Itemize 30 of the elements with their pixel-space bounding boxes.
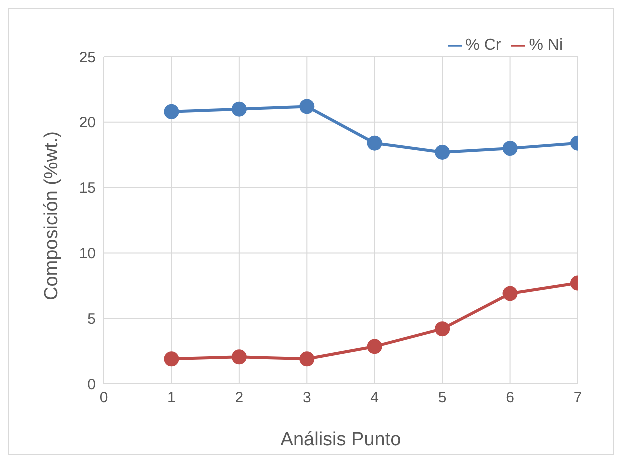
x-tick-label: 0: [100, 390, 108, 407]
x-tick-label: 7: [574, 390, 582, 407]
legend-label: % Cr: [466, 37, 502, 54]
point: [232, 350, 247, 365]
point: [164, 104, 180, 120]
y-tick-label: 25: [79, 49, 96, 66]
x-tick-label: 4: [370, 390, 380, 407]
y-tick-label: 10: [79, 246, 96, 263]
point: [232, 102, 247, 117]
point: [502, 286, 518, 302]
point: [300, 352, 315, 367]
point: [367, 339, 382, 354]
y-tick-label: 20: [79, 114, 96, 132]
y-axis-title: Composición (%wt.): [42, 132, 63, 300]
y-tick-label: 5: [88, 310, 96, 328]
point: [435, 322, 450, 337]
x-tick-label: 1: [168, 390, 176, 407]
point: [164, 352, 180, 367]
legend-label: % Ni: [529, 37, 563, 54]
x-tick-label: 6: [506, 390, 514, 407]
point: [367, 136, 382, 151]
point: [435, 144, 450, 160]
point: [300, 99, 315, 114]
x-tick-label: 2: [235, 390, 244, 407]
x-axis-title: Análisis Punto: [280, 429, 402, 450]
y-tick-label: 15: [79, 180, 96, 198]
x-tick-label: 3: [302, 390, 312, 407]
point: [502, 141, 518, 156]
x-tick-label: 5: [438, 390, 447, 407]
y-tick-label: 0: [88, 376, 96, 394]
